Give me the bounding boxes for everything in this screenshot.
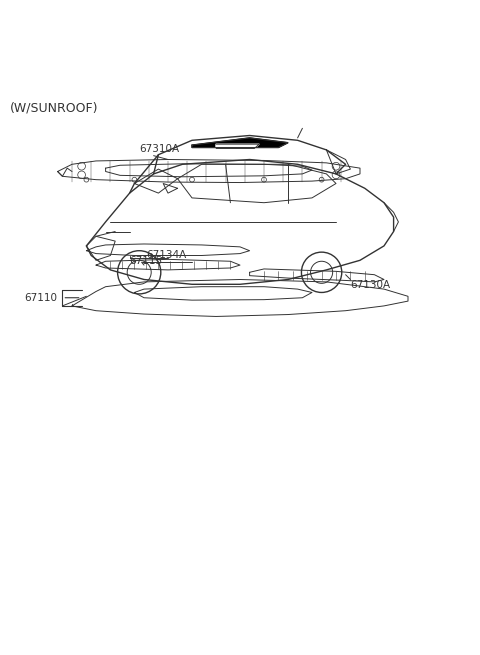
Text: 67134A: 67134A — [146, 250, 187, 260]
Text: 67115: 67115 — [130, 257, 163, 267]
Polygon shape — [216, 144, 259, 149]
Polygon shape — [192, 138, 288, 147]
Text: 67110: 67110 — [24, 293, 58, 303]
Text: 67310A: 67310A — [139, 143, 180, 154]
Text: (W/SUNROOF): (W/SUNROOF) — [10, 102, 98, 115]
Text: 67130A: 67130A — [350, 280, 391, 290]
